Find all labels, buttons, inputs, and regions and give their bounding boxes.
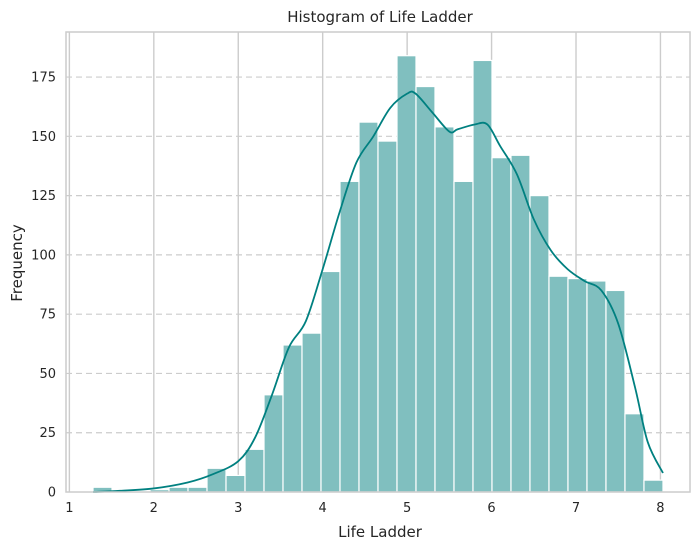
x-axis-label: Life Ladder xyxy=(338,523,423,541)
kde-curve xyxy=(92,90,664,493)
axes-border xyxy=(65,31,691,493)
y-tick-labels: 0 25 50 75 100 125 150 175 xyxy=(31,71,56,501)
y-tick-label: 175 xyxy=(31,71,56,86)
x-tick-labels: 1 2 3 4 5 6 7 8 xyxy=(65,501,664,516)
x-tick-label: 5 xyxy=(403,501,411,516)
x-tick-label: 6 xyxy=(487,501,495,516)
y-tick-label: 100 xyxy=(31,248,56,263)
histogram-bar xyxy=(643,479,664,493)
histogram-bar xyxy=(567,277,588,493)
histogram-bar xyxy=(434,126,455,493)
bars-layer xyxy=(92,55,664,493)
kde-layer xyxy=(92,90,664,493)
histogram-bar xyxy=(396,55,417,493)
axes-frame xyxy=(65,31,691,493)
y-tick-label: 0 xyxy=(48,486,56,501)
histogram-bar xyxy=(605,289,626,493)
histogram-bar xyxy=(491,157,512,493)
histogram-bar xyxy=(510,154,531,493)
histogram-bar xyxy=(624,413,645,493)
histogram-bar xyxy=(548,275,569,493)
histogram-bar xyxy=(282,344,303,493)
x-tick-label: 7 xyxy=(572,501,580,516)
y-tick-label: 75 xyxy=(39,308,56,323)
chart-title: Histogram of Life Ladder xyxy=(287,8,473,26)
x-tick-label: 3 xyxy=(234,501,242,516)
x-tick-label: 1 xyxy=(65,501,73,516)
x-tick-label: 4 xyxy=(319,501,327,516)
y-axis-label: Frequency xyxy=(8,224,26,302)
x-tick-label: 2 xyxy=(150,501,158,516)
histogram-bar xyxy=(339,180,360,493)
histogram-bar xyxy=(453,180,474,493)
y-tick-label: 50 xyxy=(39,367,56,382)
histogram-bar xyxy=(244,448,265,493)
histogram-bar xyxy=(415,85,436,493)
histogram-bar xyxy=(358,121,379,493)
histogram-bar xyxy=(586,280,607,493)
y-tick-label: 150 xyxy=(31,130,56,145)
histogram-bar xyxy=(301,332,322,493)
histogram-bar xyxy=(529,195,550,493)
y-tick-label: 125 xyxy=(31,189,56,204)
histogram-bar xyxy=(377,140,398,493)
histogram-bar xyxy=(320,270,341,493)
histogram-bar xyxy=(225,474,246,493)
x-tick-label: 8 xyxy=(656,501,664,516)
y-tick-label: 25 xyxy=(39,426,56,441)
